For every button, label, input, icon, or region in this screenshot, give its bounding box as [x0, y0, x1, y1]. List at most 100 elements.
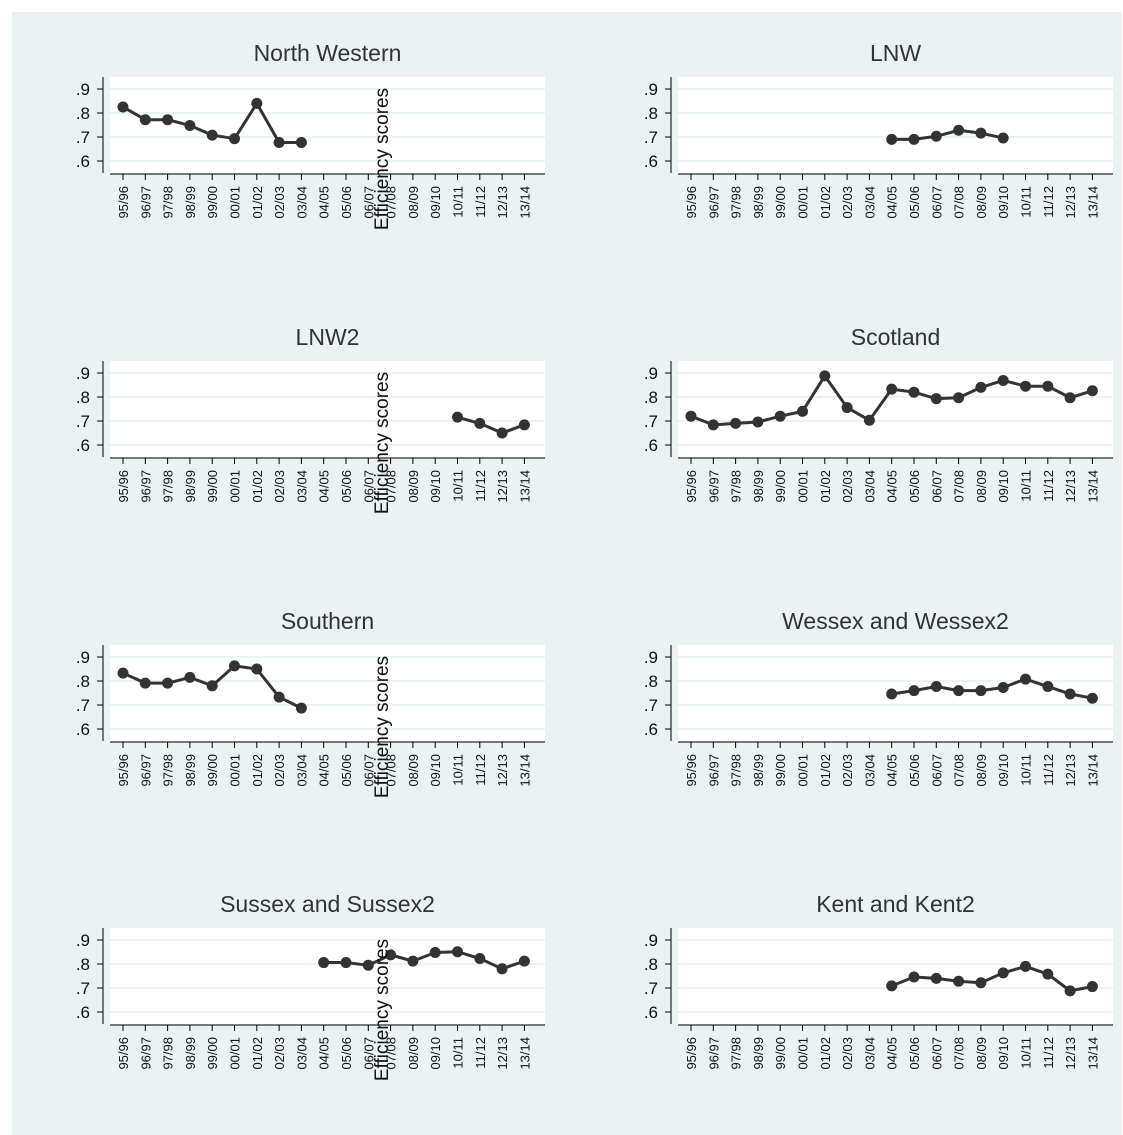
panel-6-xtick-label-16: 11/12: [473, 1037, 488, 1069]
panel-6-ytick-label-2: .8: [76, 955, 90, 974]
panel-3-point-4: [774, 410, 786, 422]
panel-4-point-7: [273, 691, 285, 703]
panel-4-point-0: [117, 667, 129, 679]
panel-3-xtick-label-10: 05/06: [907, 470, 922, 503]
panel-3-xtick-label-4: 99/00: [773, 470, 788, 503]
panel-3-point-1: [707, 419, 719, 431]
panel-3-xtick-label-3: 98/99: [751, 470, 766, 503]
panel-5-xtick-label-14: 09/10: [996, 754, 1011, 787]
panel-0-point-4: [206, 129, 218, 141]
panel-4-point-4: [206, 680, 218, 692]
panel-5-xtick-label-7: 02/03: [840, 754, 855, 787]
panel-7-title: Kent and Kent2: [816, 891, 975, 917]
panel-0-xtick-label-18: 13/14: [517, 186, 532, 219]
panel-4-xtick-label-13: 08/09: [406, 754, 421, 787]
panel-4-point-1: [139, 677, 151, 689]
panel-2-point-17: [496, 427, 508, 439]
panel-7-xtick-label-1: 96/97: [706, 1037, 721, 1070]
panel-6-xtick-label-5: 00/01: [228, 1037, 243, 1070]
panel-6-xtick-label-7: 02/03: [272, 1037, 287, 1070]
panel-0-point-5: [229, 133, 240, 145]
panel-0-xtick-label-0: 95/96: [116, 186, 131, 219]
panel-2-ytick-label-2: .8: [76, 388, 90, 407]
panel-2-point-18: [518, 419, 530, 431]
panel-1-xtick-label-18: 13/14: [1085, 186, 1100, 219]
panel-3-xtick-label-15: 10/11: [1019, 470, 1034, 502]
panel-7-ytick-label-1: .7: [644, 979, 658, 998]
panel-0-segment-5: [233, 102, 259, 140]
panel-5-xtick-label-1: 96/97: [706, 754, 721, 787]
panel-0-xtick-label-16: 11/12: [473, 186, 488, 218]
panel-2-xtick-label-15: 10/11: [451, 470, 466, 502]
panel-1-xtick-label-17: 12/13: [1063, 186, 1078, 219]
panel-4-xtick-label-3: 98/99: [183, 754, 198, 787]
panel-5-xtick-label-4: 99/00: [773, 754, 788, 787]
panel-5-point-11: [930, 681, 942, 693]
panel-2-xtick-label-10: 05/06: [339, 470, 354, 503]
panel-5-ytick-label-2: .8: [644, 672, 658, 691]
panel-5-xtick-label-16: 11/12: [1041, 754, 1056, 786]
panel-1-point-12: [953, 124, 965, 136]
panel-5-ytick-label-0: .6: [644, 720, 658, 739]
panel-0-ytick-label-0: .6: [76, 152, 90, 171]
panel-3-point-9: [886, 383, 898, 395]
panel-2-xtick-label-17: 12/13: [495, 470, 510, 503]
panel-4-point-3: [184, 671, 196, 683]
panel-3-xtick-label-5: 00/01: [796, 470, 811, 503]
panel-5-xtick-label-17: 12/13: [1063, 754, 1078, 787]
panel-6-point-13: [407, 955, 419, 967]
panel-5-xtick-label-18: 13/14: [1085, 754, 1100, 787]
panel-6-point-10: [340, 957, 352, 969]
panel-0-xtick-label-9: 04/05: [317, 186, 332, 219]
panel-3-point-18: [1086, 385, 1098, 397]
panel-6-xtick-label-0: 95/96: [116, 1037, 131, 1070]
panel-1-xtick-label-0: 95/96: [684, 186, 699, 219]
panel-7-xtick-label-9: 04/05: [885, 1037, 900, 1070]
panel-4-xtick-label-6: 01/02: [250, 754, 265, 787]
panel-1-xtick-label-7: 02/03: [840, 186, 855, 219]
panel-3-point-10: [908, 386, 920, 398]
panel-3-point-16: [1042, 380, 1054, 392]
panel-4-xtick-label-0: 95/96: [116, 754, 131, 787]
panel-3-point-15: [1020, 380, 1031, 392]
panel-7-xtick-label-16: 11/12: [1041, 1037, 1056, 1069]
panel-3-xtick-label-2: 97/98: [729, 470, 744, 503]
panel-3-segment-5: [801, 375, 827, 413]
panel-5-xtick-label-9: 04/05: [885, 754, 900, 787]
panel-4-xtick-label-11: 06/07: [361, 754, 376, 787]
panel-6-xtick-label-17: 12/13: [495, 1037, 510, 1070]
panel-6-xtick-label-3: 98/99: [183, 1037, 198, 1070]
panel-3-point-7: [841, 402, 853, 414]
y-axis-label-1: Efficiency scores: [372, 372, 393, 514]
panel-3-ytick-label-3: .9: [644, 364, 658, 383]
panel-4-xtick-label-5: 00/01: [228, 754, 243, 787]
panel-2-xtick-label-4: 99/00: [205, 470, 220, 503]
panel-0-xtick-label-6: 01/02: [250, 186, 265, 219]
panel-0-point-7: [273, 137, 285, 149]
panel-3-point-6: [819, 370, 831, 382]
panel-3-xtick-label-8: 03/04: [862, 470, 877, 503]
panel-3-xtick-label-16: 11/12: [1041, 470, 1056, 502]
panel-6-point-15: [452, 946, 463, 958]
panel-2-xtick-label-13: 08/09: [406, 470, 421, 503]
panel-3-point-14: [997, 374, 1009, 386]
panel-2-xtick-label-3: 98/99: [183, 470, 198, 503]
panel-1-xtick-label-10: 05/06: [907, 186, 922, 219]
panel-5-point-15: [1020, 673, 1031, 685]
panel-1-xtick-label-6: 01/02: [818, 186, 833, 219]
panel-3-point-2: [730, 417, 742, 429]
panel-2-xtick-label-18: 13/14: [517, 470, 532, 503]
panel-3-point-5: [797, 405, 808, 417]
panel-6-xtick-label-8: 03/04: [294, 1037, 309, 1070]
panel-7-xtick-label-11: 06/07: [929, 1037, 944, 1070]
panel-3-plot-area: [678, 361, 1113, 457]
panel-3-segment-6: [823, 375, 849, 409]
panel-4-xtick-label-17: 12/13: [495, 754, 510, 787]
panel-4-xtick-label-1: 96/97: [138, 754, 153, 787]
panel-3-xtick-label-17: 12/13: [1063, 470, 1078, 503]
panel-3-point-8: [863, 414, 875, 426]
panel-7-xtick-label-10: 05/06: [907, 1037, 922, 1070]
panel-5-point-9: [886, 688, 898, 700]
panel-1-xtick-label-12: 07/08: [952, 186, 967, 219]
panel-5-ytick-label-3: .9: [644, 648, 658, 667]
